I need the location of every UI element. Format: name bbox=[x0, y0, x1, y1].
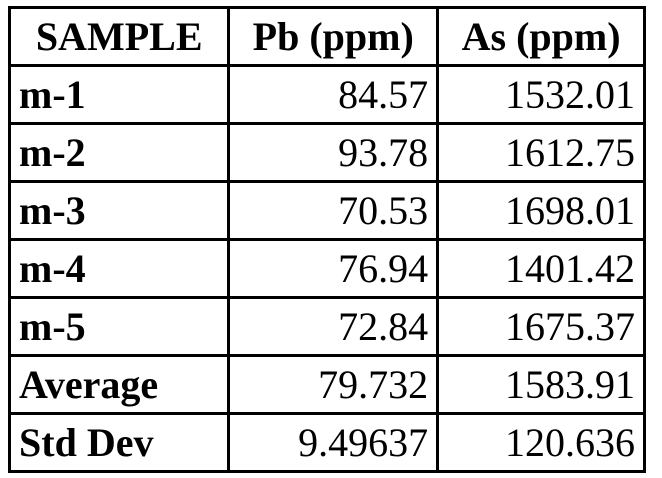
as-cell: 1698.01 bbox=[436, 180, 646, 241]
table-row: m-5 72.84 1675.37 bbox=[7, 296, 646, 357]
pb-cell: 9.49637 bbox=[227, 412, 440, 473]
data-table: SAMPLE Pb (ppm) As (ppm) m-1 84.57 1532.… bbox=[7, 6, 646, 473]
pb-cell: 84.57 bbox=[227, 64, 440, 125]
pb-cell: 70.53 bbox=[227, 180, 440, 241]
as-cell: 1612.75 bbox=[436, 122, 646, 183]
as-cell: 1675.37 bbox=[436, 296, 646, 357]
as-cell: 1401.42 bbox=[436, 238, 646, 299]
pb-cell: 93.78 bbox=[227, 122, 440, 183]
header-row: SAMPLE Pb (ppm) As (ppm) bbox=[7, 6, 646, 67]
pb-cell: 72.84 bbox=[227, 296, 440, 357]
header-sample: SAMPLE bbox=[7, 6, 231, 67]
table-row: m-1 84.57 1532.01 bbox=[7, 64, 646, 125]
sample-cell: m-5 bbox=[7, 296, 231, 357]
sample-cell: Std Dev bbox=[7, 412, 231, 473]
sample-cell: m-2 bbox=[7, 122, 231, 183]
average-row: Average 79.732 1583.91 bbox=[7, 354, 646, 415]
table-row: m-3 70.53 1698.01 bbox=[7, 180, 646, 241]
pb-cell: 76.94 bbox=[227, 238, 440, 299]
sample-cell: m-1 bbox=[7, 64, 231, 125]
header-pb: Pb (ppm) bbox=[227, 6, 440, 67]
sample-cell: Average bbox=[7, 354, 231, 415]
table-row: m-4 76.94 1401.42 bbox=[7, 238, 646, 299]
table-row: m-2 93.78 1612.75 bbox=[7, 122, 646, 183]
header-as: As (ppm) bbox=[436, 6, 646, 67]
as-cell: 1583.91 bbox=[436, 354, 646, 415]
as-cell: 120.636 bbox=[436, 412, 646, 473]
pb-cell: 79.732 bbox=[227, 354, 440, 415]
sample-cell: m-3 bbox=[7, 180, 231, 241]
sample-cell: m-4 bbox=[7, 238, 231, 299]
as-cell: 1532.01 bbox=[436, 64, 646, 125]
std-dev-row: Std Dev 9.49637 120.636 bbox=[7, 412, 646, 473]
